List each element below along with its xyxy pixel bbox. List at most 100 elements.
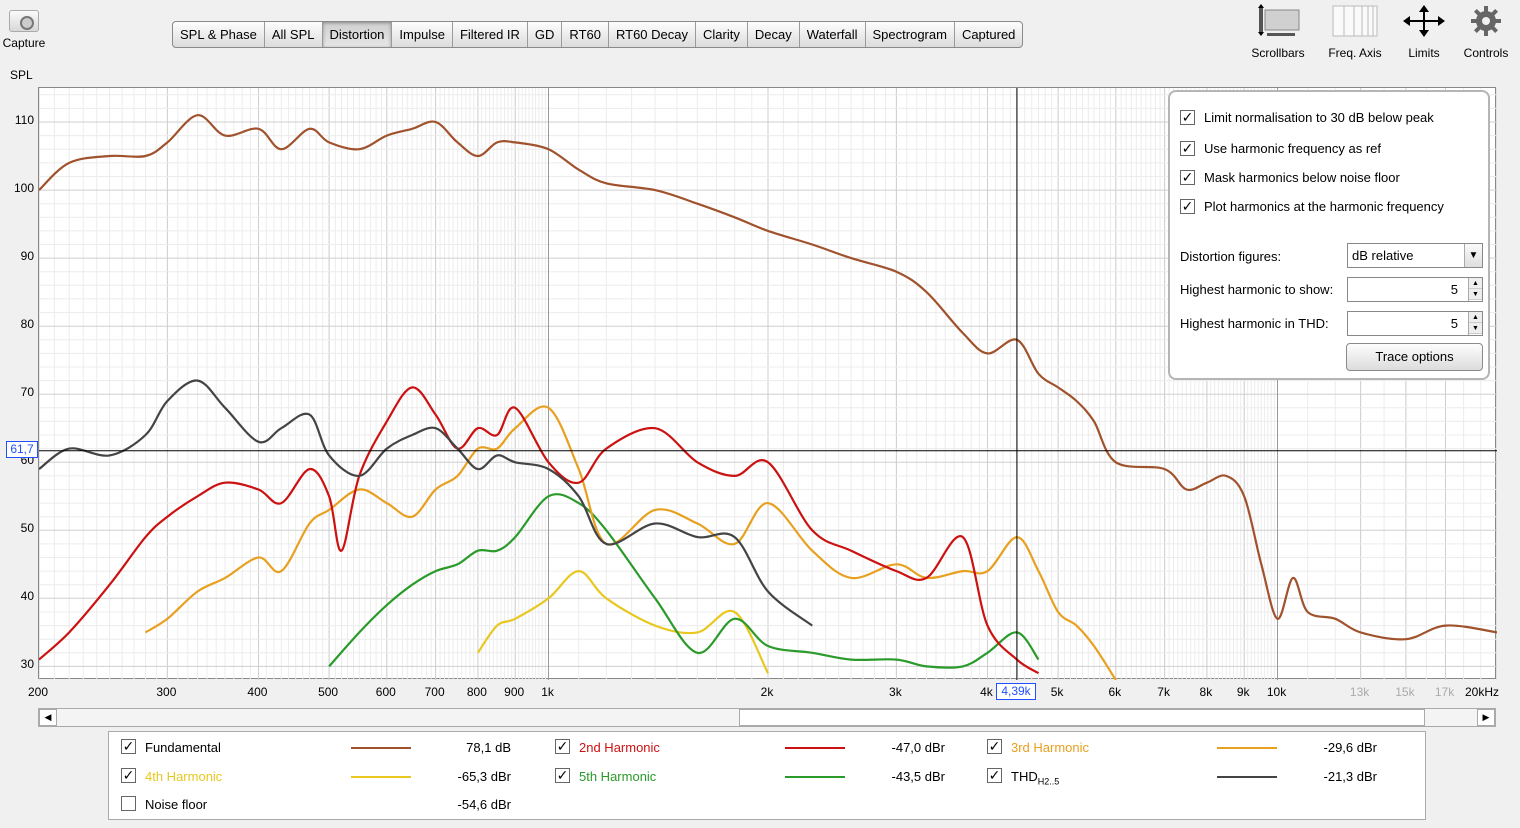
x-tick-label: 13k xyxy=(1349,685,1370,699)
tab-impulse[interactable]: Impulse xyxy=(392,22,453,47)
scrollbar-thumb[interactable] xyxy=(739,709,1425,726)
tab-rt60[interactable]: RT60 xyxy=(562,22,609,47)
mask-harmonics-checkbox[interactable]: ✓ xyxy=(1180,169,1195,185)
legend-name: 5th Harmonic xyxy=(579,769,657,784)
x-tick-label: 15k xyxy=(1395,685,1415,699)
tab-all-spl[interactable]: All SPL xyxy=(265,22,323,47)
capture-button[interactable]: Capture xyxy=(0,4,48,60)
scrollbars-icon xyxy=(1246,4,1310,38)
legend-item-thd: ✓ THDH2..5 -21,3 dBr xyxy=(987,766,1387,787)
distortion-figures-value: dB relative xyxy=(1352,248,1414,263)
highest-harmonic-show-value: 5 xyxy=(1450,282,1458,297)
scroll-left-icon[interactable]: ◀ xyxy=(39,709,57,726)
use-harmonic-freq-option[interactable]: ✓ Use harmonic frequency as ref xyxy=(1180,141,1381,156)
legend-value: 78,1 dB xyxy=(466,740,511,755)
x-tick-label: 8k xyxy=(1199,685,1213,699)
legend-checkbox-3rd-harmonic[interactable]: ✓ xyxy=(987,738,1002,754)
legend-label: Noise floor xyxy=(145,797,207,812)
chevron-down-icon[interactable]: ▼ xyxy=(1464,244,1482,267)
legend-checkbox-5th-harmonic[interactable]: ✓ xyxy=(555,767,570,783)
legend-item-5th-harmonic: ✓ 5th Harmonic -43,5 dBr xyxy=(555,766,955,786)
legend-name: 2nd Harmonic xyxy=(579,740,660,755)
y-tick-label: 40 xyxy=(20,589,34,604)
tab-filtered-ir[interactable]: Filtered IR xyxy=(453,22,528,47)
y-tick-label: 50 xyxy=(20,521,34,536)
cursor-y-readout: 61,7 xyxy=(6,441,38,458)
series-line-5th-harmonic xyxy=(328,493,1040,669)
limit-normalisation-checkbox[interactable]: ✓ xyxy=(1180,109,1195,125)
scroll-right-icon[interactable]: ▶ xyxy=(1477,709,1495,726)
use-harmonic-freq-label: Use harmonic frequency as ref xyxy=(1204,141,1382,156)
series-line-thdh2-5 xyxy=(39,379,813,627)
tab-spectrogram[interactable]: Spectrogram xyxy=(866,22,955,47)
legend-value: -65,3 dBr xyxy=(457,769,511,784)
legend-swatch xyxy=(351,747,411,749)
capture-label: Capture xyxy=(2,36,46,50)
legend-swatch xyxy=(785,747,845,749)
limits-label: Limits xyxy=(1408,46,1440,60)
mask-harmonics-option[interactable]: ✓ Mask harmonics below noise floor xyxy=(1180,170,1400,185)
tab-waterfall[interactable]: Waterfall xyxy=(800,22,866,47)
graph-tabs: SPL & Phase All SPL Distortion Impulse Filte… xyxy=(172,21,1024,48)
scrollbars-button[interactable]: Scrollbars xyxy=(1246,4,1310,62)
plot-harmonics-checkbox[interactable]: ✓ xyxy=(1180,198,1195,214)
legend-swatch xyxy=(351,776,411,778)
horizontal-scrollbar[interactable]: ◀ ▶ xyxy=(38,708,1496,727)
legend-label: 4th Harmonic xyxy=(145,769,222,784)
plot-harmonics-label: Plot harmonics at the harmonic frequency xyxy=(1204,199,1444,214)
spin-down-icon[interactable]: ▼ xyxy=(1469,289,1482,300)
spin-up-icon[interactable]: ▲ xyxy=(1469,278,1482,289)
limits-button[interactable]: Limits xyxy=(1398,4,1450,62)
legend-checkbox-thd[interactable]: ✓ xyxy=(987,767,1002,783)
legend-name: Fundamental xyxy=(145,740,221,755)
legend-value: -29,6 dBr xyxy=(1323,740,1377,755)
use-harmonic-freq-checkbox[interactable]: ✓ xyxy=(1180,140,1195,156)
tab-decay[interactable]: Decay xyxy=(748,22,800,47)
gear-icon xyxy=(1458,4,1514,38)
legend-item-noise-floor: Noise floor -54,6 dBr xyxy=(121,794,521,814)
tab-clarity[interactable]: Clarity xyxy=(696,22,748,47)
spin-up-icon[interactable]: ▲ xyxy=(1469,312,1482,323)
legend-checkbox-noise-floor[interactable] xyxy=(121,796,136,811)
legend-value: -54,6 dBr xyxy=(457,797,511,812)
tab-spl-phase[interactable]: SPL & Phase xyxy=(173,22,265,47)
y-tick-label: 100 xyxy=(13,181,34,196)
x-tick-label: 300 xyxy=(156,685,177,699)
y-tick-label: 70 xyxy=(20,385,34,400)
controls-button[interactable]: Controls xyxy=(1458,4,1514,62)
y-tick-label: 90 xyxy=(20,249,34,264)
freq-axis-button[interactable]: Freq. Axis xyxy=(1320,4,1390,62)
y-axis-title: SPL xyxy=(10,68,33,82)
tab-distortion[interactable]: Distortion xyxy=(322,22,393,47)
legend-checkbox-2nd-harmonic[interactable]: ✓ xyxy=(555,738,570,754)
legend-label: 2nd Harmonic xyxy=(579,740,660,755)
trace-options-button[interactable]: Trace options xyxy=(1346,343,1483,371)
x-tick-label: 6k xyxy=(1108,685,1122,699)
tab-captured[interactable]: Captured xyxy=(961,27,1016,42)
spin-down-icon[interactable]: ▼ xyxy=(1469,323,1482,334)
highest-harmonic-show-spinner[interactable]: 5 ▲ ▼ xyxy=(1347,277,1483,302)
tab-gd[interactable]: GD xyxy=(528,22,563,47)
freq-axis-icon xyxy=(1320,4,1390,38)
cursor-x-readout: 4,39k xyxy=(996,683,1036,700)
plot-harmonics-option[interactable]: ✓ Plot harmonics at the harmonic frequen… xyxy=(1180,199,1444,214)
controls-label: Controls xyxy=(1463,46,1509,60)
limit-normalisation-option[interactable]: ✓ Limit normalisation to 30 dB below pea… xyxy=(1180,110,1434,125)
x-tick-label: 400 xyxy=(247,685,268,699)
legend-checkbox-fundamental[interactable]: ✓ xyxy=(121,738,136,754)
trace-legend: ✓ Fundamental 78,1 dB ✓ 2nd Harmonic -47,0 dB… xyxy=(108,731,1426,820)
x-tick-label: 4k xyxy=(980,685,993,699)
x-tick-label: 2k xyxy=(760,685,774,699)
legend-checkbox-4th-harmonic[interactable]: ✓ xyxy=(121,767,136,783)
x-tick-label: 5k xyxy=(1050,685,1064,699)
freq-axis-label: Freq. Axis xyxy=(1328,46,1382,60)
x-tick-label: 3k xyxy=(889,685,902,699)
series-line-2nd-harmonic xyxy=(39,386,1040,675)
x-tick-label: 7k xyxy=(1157,685,1170,699)
x-tick-label: 900 xyxy=(504,685,525,699)
y-tick-label: 30 xyxy=(20,657,34,672)
legend-name: THD xyxy=(1011,769,1038,784)
distortion-figures-select[interactable]: dB relative ▼ xyxy=(1347,243,1483,268)
highest-harmonic-thd-spinner[interactable]: 5 ▲ ▼ xyxy=(1347,311,1483,336)
tab-rt60-decay[interactable]: RT60 Decay xyxy=(609,22,696,47)
